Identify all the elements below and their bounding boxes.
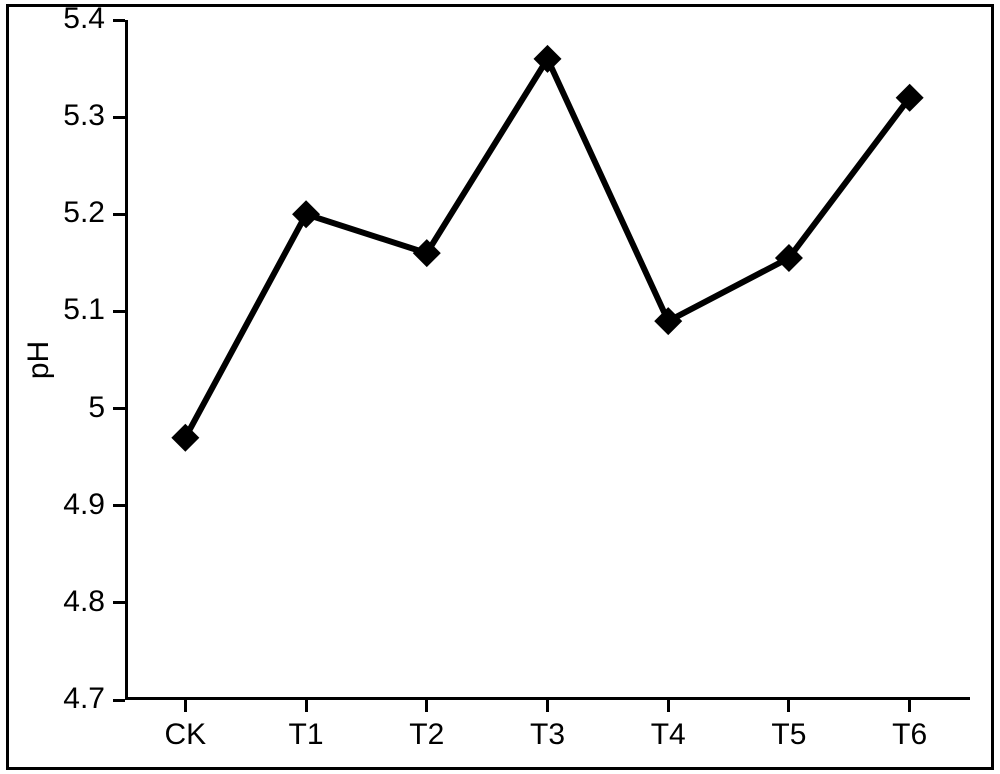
y-axis-label: pH [22,341,56,379]
x-tick [425,700,428,712]
y-tick [113,699,125,702]
x-tick [184,700,187,712]
x-tick-label: T4 [651,718,686,752]
x-tick-label: T6 [892,718,927,752]
diamond-marker [534,45,562,73]
x-tick-label: T5 [771,718,806,752]
y-tick-label: 5.1 [63,293,105,327]
y-tick-label: 4.9 [63,488,105,522]
x-tick [787,700,790,712]
x-tick-label: T2 [409,718,444,752]
y-tick [113,310,125,313]
diamond-marker [654,307,682,335]
diamond-marker [413,239,441,267]
y-tick-label: 4.7 [63,682,105,716]
y-tick [113,601,125,604]
x-tick [667,700,670,712]
y-tick-label: 5.2 [63,196,105,230]
series-line [185,59,909,438]
x-tick-label: CK [165,718,207,752]
diamond-marker [171,424,199,452]
x-tick [546,700,549,712]
y-tick [113,407,125,410]
y-tick [113,213,125,216]
x-tick [305,700,308,712]
series-svg [0,0,1000,774]
ph-line-chart: pH 4.7 4.8 4.9 5 5.1 5.2 5.3 5.4 CK T1 T2 T3 T4 T5 T6 [0,0,1000,774]
x-tick [908,700,911,712]
y-tick-label: 5 [88,391,105,425]
y-tick [113,116,125,119]
y-tick [113,19,125,22]
y-tick [113,504,125,507]
x-tick-label: T3 [530,718,565,752]
y-tick-label: 5.4 [63,2,105,36]
y-tick-label: 5.3 [63,99,105,133]
x-tick-label: T1 [289,718,324,752]
y-tick-label: 4.8 [63,585,105,619]
diamond-marker [292,200,320,228]
